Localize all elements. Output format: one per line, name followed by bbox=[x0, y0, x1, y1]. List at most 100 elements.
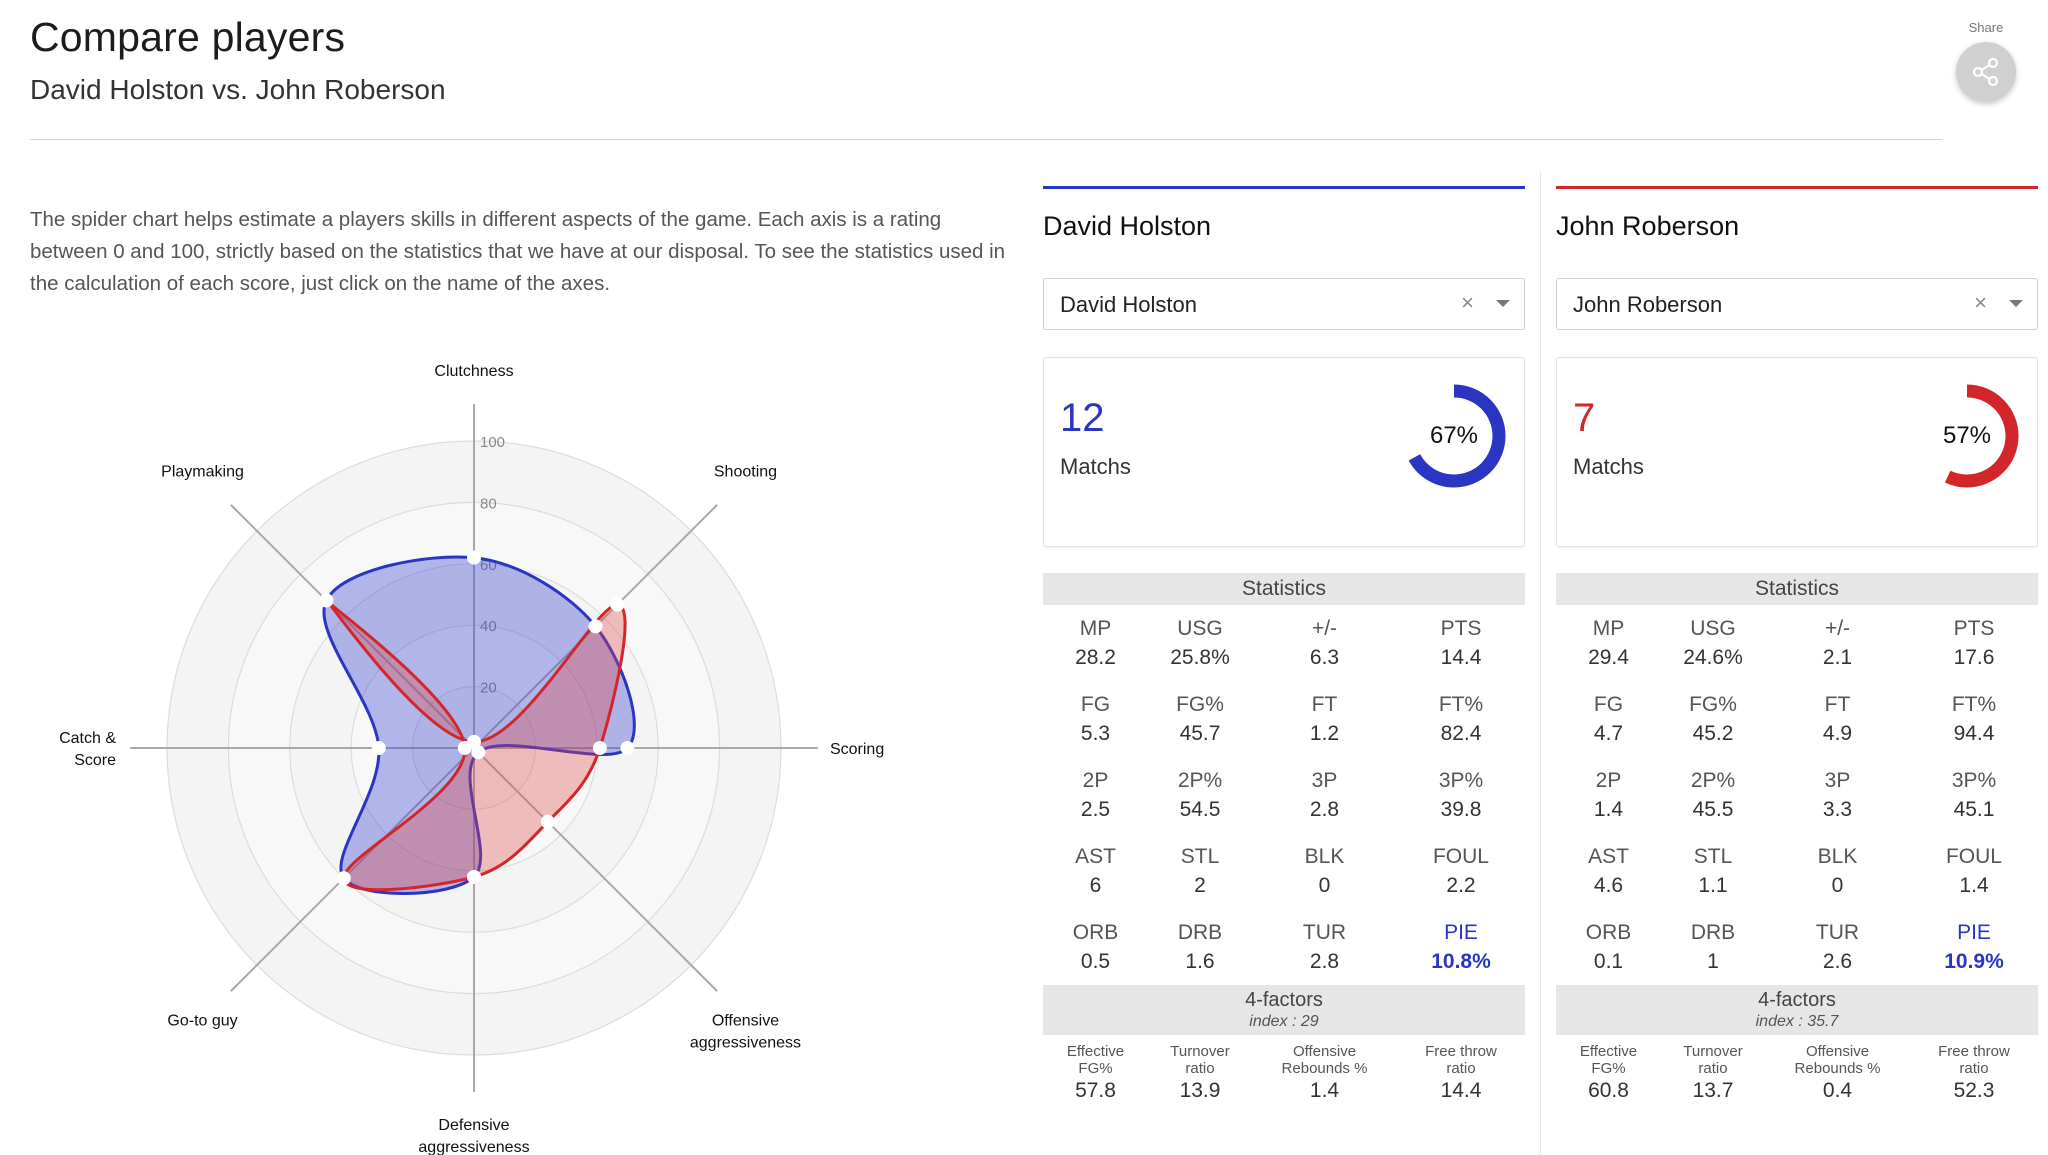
radar-axis-label[interactable]: Clutchness bbox=[434, 363, 513, 380]
player-name: John Roberson bbox=[1556, 211, 1740, 241]
radar-data-point bbox=[620, 741, 635, 755]
four-factors-header: 4-factors index : 35.7 bbox=[1556, 985, 2038, 1035]
radar-axis-label[interactable]: Offensive aggressiveness bbox=[690, 1012, 801, 1051]
stat-value: 54.5 bbox=[1179, 798, 1221, 821]
stat-label: STL bbox=[1180, 845, 1220, 868]
radar-axis-label-line: Score bbox=[74, 752, 116, 769]
stat-label: 2P% bbox=[1177, 769, 1223, 792]
four-factor-item: Turnover ratio 13.9 bbox=[1148, 1035, 1252, 1105]
stat-label: FT bbox=[1824, 693, 1851, 716]
four-factor-item: Effective FG% 60.8 bbox=[1556, 1035, 1661, 1105]
four-factor-label-line: FG% bbox=[1078, 1060, 1113, 1077]
stat-value: 3.3 bbox=[1822, 798, 1853, 821]
radar-axis-label[interactable]: Playmaking bbox=[161, 464, 244, 481]
stat-value: 10.8% bbox=[1431, 950, 1491, 973]
radar-data-point bbox=[336, 871, 351, 886]
stat-foul: FOUL 1.4 bbox=[1910, 833, 2038, 909]
stat-drb: DRB 1.6 bbox=[1148, 909, 1252, 985]
four-factor-value: 57.8 bbox=[1075, 1079, 1116, 1102]
radar-chart: 20406080100 Clutchness Shooting Scoring Off… bbox=[59, 363, 884, 1155]
chevron-down-icon[interactable] bbox=[1496, 300, 1510, 307]
share-button[interactable] bbox=[1956, 42, 2016, 102]
radar-data-point bbox=[319, 593, 334, 608]
stat-value: 4.6 bbox=[1593, 874, 1624, 897]
radar-tick-labels: 20406080100 bbox=[480, 434, 505, 697]
four-factor-label-line: Offensive bbox=[1805, 1043, 1870, 1060]
radar-axis-label[interactable]: Shooting bbox=[714, 464, 777, 481]
player-panel-1: David Holston David Holston × 12 Matchs … bbox=[1043, 186, 1525, 1105]
four-factor-label-line: ratio bbox=[1959, 1060, 1989, 1077]
radar-axis-label-line: Playmaking bbox=[161, 464, 244, 481]
player-select[interactable]: David Holston × bbox=[1043, 278, 1525, 330]
radar-data-point bbox=[467, 550, 481, 565]
stat-label: BLK bbox=[1817, 845, 1858, 868]
stat-value: 45.7 bbox=[1179, 722, 1221, 745]
clear-icon[interactable]: × bbox=[1461, 290, 1474, 315]
stat-label: STL bbox=[1693, 845, 1733, 868]
four-factor-label: Offensive Rebounds % bbox=[1765, 1043, 1910, 1077]
radar-axis-label-line: Clutchness bbox=[434, 363, 513, 380]
radar-axis-line bbox=[473, 747, 718, 992]
stat-pts: PTS 14.4 bbox=[1397, 605, 1525, 681]
radar-axis-label[interactable]: Defensive aggressiveness bbox=[418, 1117, 529, 1155]
stat-value: 82.4 bbox=[1440, 722, 1482, 745]
four-factors-title: 4-factors bbox=[1245, 989, 1323, 1011]
stat-value: 6.3 bbox=[1309, 646, 1340, 669]
win-percentage-ring: 57% bbox=[1915, 384, 2019, 488]
radar-axis-label[interactable]: Go-to guy bbox=[167, 1012, 237, 1029]
stat-label: 2P bbox=[1595, 769, 1622, 792]
stat-label: 3P% bbox=[1951, 769, 1997, 792]
radar-data-point bbox=[592, 741, 607, 755]
matches-count: 12 bbox=[1060, 396, 1105, 440]
four-factor-label-line: Free throw bbox=[1938, 1043, 2010, 1060]
stat-value: 28.2 bbox=[1075, 646, 1116, 669]
player-select[interactable]: John Roberson × bbox=[1556, 278, 2038, 330]
stat-value: 45.1 bbox=[1953, 798, 1995, 821]
four-factor-item: Effective FG% 57.8 bbox=[1043, 1035, 1148, 1105]
stat-stl: STL 2 bbox=[1148, 833, 1252, 909]
stat-fg: FG 4.7 bbox=[1556, 681, 1661, 757]
matches-label: Matchs bbox=[1573, 454, 1644, 479]
description-text: The spider chart helps estimate a player… bbox=[30, 208, 1006, 295]
stat-value: 0 bbox=[1831, 874, 1844, 897]
matches-card: 7 Matchs 57% bbox=[1556, 357, 2038, 547]
stat-label: 3P bbox=[1311, 769, 1338, 792]
statistics-header: Statistics bbox=[1556, 573, 2038, 605]
stat-3p-: 3P% 39.8 bbox=[1397, 757, 1525, 833]
stat-label: PTS bbox=[1440, 617, 1482, 640]
stat-label: +/- bbox=[1824, 617, 1851, 640]
four-factor-item: Turnover ratio 13.7 bbox=[1661, 1035, 1765, 1105]
four-factor-label-line: FG% bbox=[1591, 1060, 1626, 1077]
page-header: Compare players David Holston vs. John R… bbox=[30, 14, 1942, 140]
radar-axis-line bbox=[230, 504, 475, 749]
stat-tur: TUR 2.6 bbox=[1765, 909, 1910, 985]
stat-label: PTS bbox=[1953, 617, 1995, 640]
radar-axis-label-line: Shooting bbox=[714, 464, 777, 481]
stat-pie: PIE 10.9% bbox=[1910, 909, 2038, 985]
chevron-down-icon[interactable] bbox=[2009, 300, 2023, 307]
stat-label: FG% bbox=[1176, 693, 1224, 716]
stat-value: 2.2 bbox=[1446, 874, 1476, 897]
radar-axis-label-line: Scoring bbox=[830, 741, 884, 758]
clear-icon[interactable]: × bbox=[1974, 290, 1987, 315]
stat-value: 29.4 bbox=[1588, 646, 1629, 669]
stat-ft: FT 4.9 bbox=[1765, 681, 1910, 757]
four-factor-label: Offensive Rebounds % bbox=[1252, 1043, 1397, 1077]
stat-ft-: FT% 82.4 bbox=[1397, 681, 1525, 757]
stat-3p-: 3P% 45.1 bbox=[1910, 757, 2038, 833]
stat--: +/- 2.1 bbox=[1765, 605, 1910, 681]
radar-axis-label[interactable]: Catch & Score bbox=[59, 730, 116, 769]
stat-label: FOUL bbox=[1945, 845, 2002, 868]
win-percentage-arc bbox=[1915, 384, 2019, 488]
four-factor-label-line: Effective bbox=[1579, 1043, 1638, 1060]
stat-value: 39.8 bbox=[1440, 798, 1482, 821]
stat-mp: MP 29.4 bbox=[1556, 605, 1661, 681]
stat-value: 2.5 bbox=[1080, 798, 1111, 821]
four-factor-value: 14.4 bbox=[1440, 1079, 1482, 1102]
page-subtitle: David Holston vs. John Roberson bbox=[30, 74, 446, 105]
stat-value: 45.5 bbox=[1692, 798, 1734, 821]
stat-label: TUR bbox=[1815, 921, 1860, 944]
radar-axis-label[interactable]: Scoring bbox=[830, 741, 884, 758]
radar-axis-label-line: Catch & bbox=[59, 730, 116, 747]
stat-value: 14.4 bbox=[1440, 646, 1482, 669]
